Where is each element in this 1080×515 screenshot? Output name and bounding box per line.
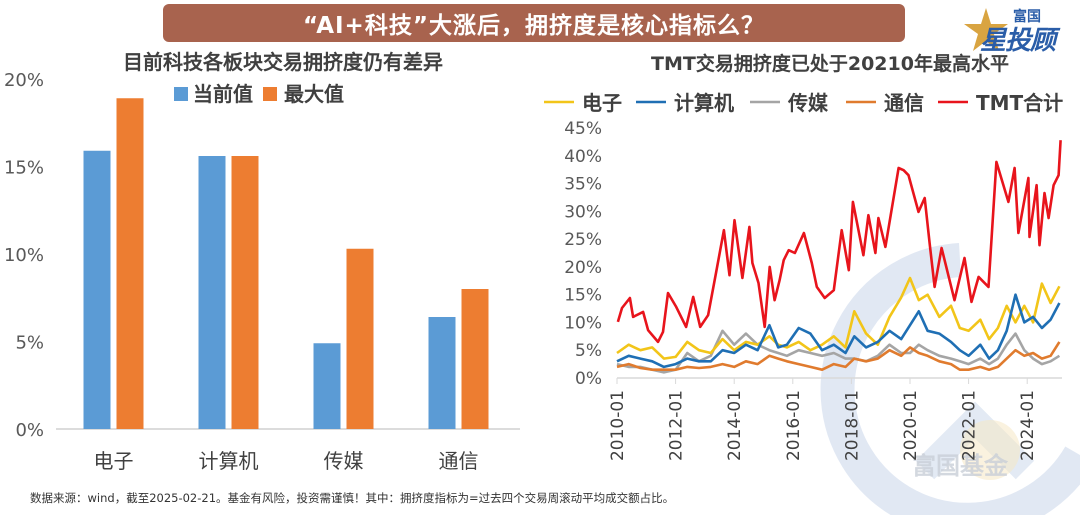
bar-current-3 xyxy=(428,317,456,429)
line-x-tick-label: 2020-01 xyxy=(901,390,921,461)
line-x-tick-label: 2018-01 xyxy=(842,390,862,461)
legend-label-current: 当前值 xyxy=(193,82,253,106)
bar-max-3 xyxy=(461,289,489,429)
line-y-tick-label: 0% xyxy=(575,369,602,389)
bar-chart: 目前科技各板块交易拥挤度仍有差异 当前值 最大值 0% 5% 10% 15% 20% 电… xyxy=(4,50,520,473)
line-chart: TMT交易拥挤度已处于20210年最高水平 电子 计算机 传媒 通信 TMT合计 0% 5… xyxy=(544,52,1063,461)
logo-small-text: 富国 xyxy=(1013,9,1041,25)
bar-max-2 xyxy=(346,248,374,429)
legend-swatch-current xyxy=(174,87,188,101)
series-line-4 xyxy=(616,140,1062,344)
line-y-tick-label: 45% xyxy=(564,119,602,139)
line-chart-title: TMT交易拥挤度已处于20210年最高水平 xyxy=(651,52,1009,75)
line-x-tick-label: 2016-01 xyxy=(784,390,804,461)
bar-max-0 xyxy=(116,98,144,429)
bar-current-0 xyxy=(83,150,111,429)
bar-current-2 xyxy=(313,343,341,429)
legend-label-1: 计算机 xyxy=(674,91,734,115)
logo-big-text: 星投顾 xyxy=(980,26,1056,56)
page-title-banner: “AI+科技”大涨后，拥挤度是核心指标么？ xyxy=(163,4,905,42)
line-x-tick-label: 2022-01 xyxy=(960,390,980,461)
brand-logo: 富国 星投顾 xyxy=(958,2,1078,56)
bar-x-tick-label: 传媒 xyxy=(324,449,364,473)
line-x-tick-label: 2024-01 xyxy=(1018,390,1038,461)
line-y-tick-label: 40% xyxy=(564,147,602,167)
bar-chart-title: 目前科技各板块交易拥挤度仍有差异 xyxy=(123,50,443,74)
series-line-0 xyxy=(616,276,1061,360)
page-title: “AI+科技”大涨后，拥挤度是核心指标么？ xyxy=(303,13,765,39)
line-y-tick-label: 25% xyxy=(564,230,602,250)
legend-label-2: 传媒 xyxy=(787,91,829,115)
line-y-tick-label: 15% xyxy=(564,286,602,306)
bar-x-tick-label: 计算机 xyxy=(199,449,259,473)
series-line-1 xyxy=(616,293,1061,369)
legend-label-4: TMT合计 xyxy=(976,91,1063,115)
bar-x-tick-label: 通信 xyxy=(439,449,479,473)
bar-max-1 xyxy=(231,156,259,429)
line-y-tick-label: 5% xyxy=(575,341,602,361)
line-y-tick-label: 20% xyxy=(564,258,602,278)
line-x-tick-label: 2014-01 xyxy=(725,390,745,461)
line-legend: 电子 计算机 传媒 通信 TMT合计 xyxy=(544,91,1063,115)
line-y-tick-label: 30% xyxy=(564,202,602,222)
bar-y-tick-label: 15% xyxy=(4,158,44,179)
watermark-text: 富国基金 xyxy=(912,452,1009,480)
footer-note: 数据来源：wind，截至2025-02-21。基金有风险，投资需谨慎！其中：拥挤… xyxy=(30,491,675,505)
legend-swatch-max xyxy=(263,87,277,101)
legend-label-max: 最大值 xyxy=(284,82,344,106)
line-y-tick-label: 10% xyxy=(564,313,602,333)
bar-legend: 当前值 最大值 xyxy=(174,82,344,106)
legend-label-0: 电子 xyxy=(582,91,622,115)
bar-x-tick-label: 电子 xyxy=(94,449,134,473)
legend-label-3: 通信 xyxy=(884,91,924,115)
bar-y-tick-label: 5% xyxy=(15,333,44,354)
star-icon xyxy=(964,8,1008,51)
bar-y-tick-label: 10% xyxy=(4,245,44,266)
line-x-tick-label: 2012-01 xyxy=(667,390,687,461)
series-line-3 xyxy=(616,341,1061,372)
bar-y-tick-label: 20% xyxy=(4,70,44,91)
bar-y-tick-label: 0% xyxy=(15,420,44,441)
bar-current-1 xyxy=(198,156,226,429)
line-x-tick-label: 2010-01 xyxy=(608,390,628,461)
line-y-tick-label: 35% xyxy=(564,175,602,195)
